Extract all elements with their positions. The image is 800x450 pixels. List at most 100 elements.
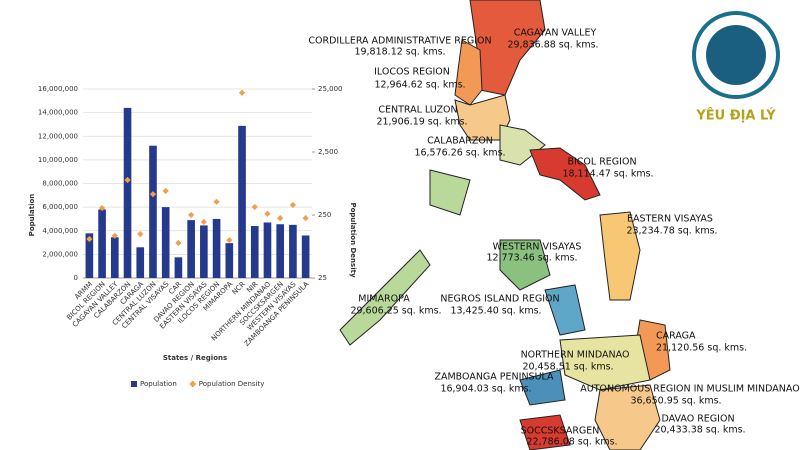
region-name: ZAMBOANGA PENINSULA: [434, 372, 554, 383]
bar: [250, 226, 259, 278]
point: [238, 89, 246, 96]
bar: [187, 220, 195, 278]
region-name: SOCCSKSARGEN: [521, 426, 600, 437]
region-area: 20,433.38 sq. kms.: [654, 425, 745, 436]
map-region: [529, 147, 601, 201]
logo: YÊU ĐỊA LÝ: [692, 11, 780, 124]
point: [162, 187, 169, 195]
bar: [212, 218, 221, 278]
region-area: 29,836.88 sq. kms.: [507, 40, 598, 51]
region-name: CORDILLERA ADMINISTRATIVE REGION: [308, 36, 491, 47]
bar: [98, 209, 106, 278]
region-name: MIMAROPA: [358, 294, 410, 305]
y-tick-label: 10,000,000: [38, 156, 78, 164]
region-name: CALABARZON: [427, 136, 493, 147]
legend-label: Population: [140, 380, 177, 388]
point: [137, 230, 144, 238]
region-name: CAGAYAN VALLEY: [514, 28, 597, 39]
bar: [174, 257, 183, 278]
region-name: ILOCOS REGION: [374, 67, 450, 78]
bar: [238, 125, 246, 278]
x-axis-title: States / Regions: [163, 354, 227, 362]
map-region: [499, 239, 551, 291]
map-region: [429, 169, 471, 216]
logo-text: YÊU ĐỊA LÝ: [695, 108, 776, 124]
bar: [289, 224, 297, 278]
bar: [110, 237, 119, 278]
region-area: 16,904.03 sq. kms.: [440, 384, 531, 395]
region-area: 21,906.19 sq. kms.: [376, 117, 467, 128]
map-region: [339, 249, 431, 346]
region-name: NORTHERN MINDANAO: [521, 350, 630, 361]
y-tick-label: 2,000,000: [42, 250, 78, 258]
map-region: [519, 369, 566, 406]
y-tick-label: 16,000,000: [38, 85, 78, 93]
region-name: DAVAO REGION: [661, 414, 734, 425]
point: [124, 176, 131, 184]
point: [98, 204, 106, 212]
point: [200, 218, 207, 226]
point: [213, 198, 220, 205]
region-name: WESTERN VISAYAS: [493, 242, 582, 253]
y2-axis-title: Population Density: [349, 202, 357, 277]
region-name: CENTRAL LUZON: [378, 105, 457, 116]
bar: [149, 145, 157, 278]
map-region: [594, 384, 661, 450]
point: [251, 203, 258, 211]
logo-globe: [706, 25, 766, 85]
point: [264, 210, 271, 217]
region-area: 12,773.46 sq. kms.: [486, 253, 577, 264]
bar: [263, 222, 272, 278]
legend-swatch: [189, 380, 197, 388]
point: [277, 215, 284, 222]
point: [302, 215, 309, 222]
region-name: EASTERN VISAYAS: [627, 214, 713, 225]
map-region: [559, 334, 651, 391]
bar: [225, 243, 234, 278]
legend-swatch: [131, 381, 137, 387]
y-tick-label: 0: [74, 274, 78, 282]
y-tick-label: 4,000,000: [42, 227, 78, 235]
region-area: 29,606.25 sq. kms.: [350, 306, 441, 317]
chart: 0 2,000,000 4,000,000 6,000,000 8,000,000 10,…: [28, 85, 357, 388]
region-area: 23,234.78 sq. kms.: [626, 226, 717, 237]
region-area: 18,114.47 sq. kms.: [562, 169, 653, 180]
y-tick-label: 6,000,000: [42, 203, 78, 211]
map-region: [599, 211, 641, 301]
bar: [136, 247, 145, 278]
bar: [200, 225, 208, 278]
y2-tick-label: 25,000: [318, 85, 343, 93]
region-area: 19,818.12 sq. kms.: [354, 47, 445, 58]
region-area: 12,964.62 sq. kms.: [374, 80, 465, 91]
region-name: NEGROS ISLAND REGION: [440, 294, 559, 305]
region-name: BICOL REGION: [567, 157, 636, 168]
legend-label: Population Density: [199, 380, 265, 388]
y2-tick-label: 250: [318, 211, 331, 219]
map: [339, 0, 671, 450]
bar: [85, 233, 94, 278]
region-area: 36,650.95 sq. kms.: [630, 396, 721, 407]
bar: [276, 224, 285, 278]
point: [188, 211, 195, 219]
bar: [123, 107, 132, 279]
map-region: [544, 284, 586, 336]
region-area: 13,425.40 sq. kms.: [450, 306, 541, 317]
map-region: [519, 414, 571, 450]
point: [226, 236, 233, 244]
region-area: 21,120.56 sq. kms.: [656, 343, 747, 354]
y-axis-title: Population: [28, 194, 36, 237]
y-tick-label: 12,000,000: [38, 132, 78, 140]
point: [86, 235, 93, 243]
map-region: [454, 39, 483, 106]
region-area: 16,576.26 sq. kms.: [414, 148, 505, 159]
bar: [301, 235, 310, 278]
map-labels: CORDILLERA ADMINISTRATIVE REGION19,818.1…: [308, 28, 799, 448]
region-name: AUTONOMOUS REGION IN MUSLIM MINDANAO: [580, 384, 799, 395]
point: [175, 239, 182, 247]
y-tick-label: 14,000,000: [38, 109, 78, 117]
region-area: 20,458.51 sq. kms.: [522, 362, 613, 373]
y2-tick-label: 2,500: [318, 148, 338, 156]
y-tick-label: 8,000,000: [42, 180, 78, 188]
